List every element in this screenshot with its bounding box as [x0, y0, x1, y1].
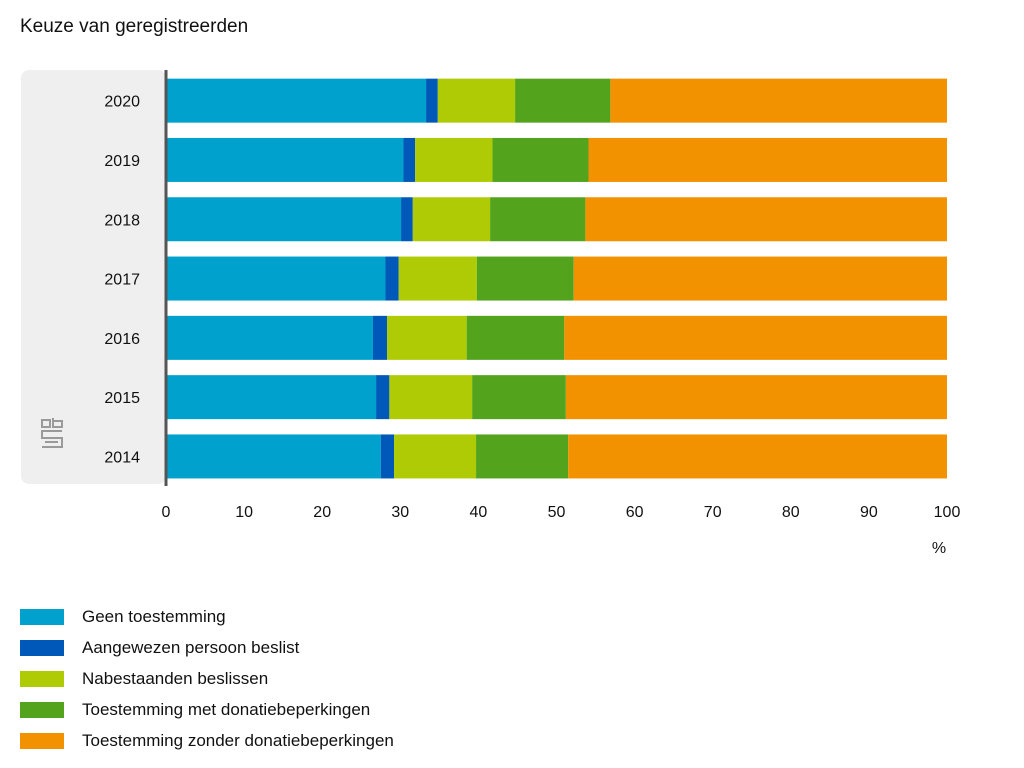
legend-label: Toestemming zonder donatiebeperkingen [82, 730, 394, 750]
bar-2020-series-3 [437, 78, 516, 123]
legend-label: Toestemming met donatiebeperkingen [82, 699, 371, 719]
bar-2014-series-2 [380, 434, 395, 479]
bar-2018-series-2 [401, 197, 413, 242]
bar-2020-series-4 [515, 78, 611, 123]
x-tick-label-60: 60 [626, 504, 644, 521]
bar-2017-series-5 [573, 256, 947, 301]
category-label-2019: 2019 [104, 153, 140, 170]
bar-2017-series-4 [476, 256, 574, 301]
x-unit-label: % [932, 540, 946, 557]
bar-2019-series-5 [588, 137, 947, 182]
legend-swatch [20, 608, 64, 625]
bar-2020-series-5 [610, 78, 947, 123]
bar-2017-series-1 [166, 256, 386, 301]
x-tick-label-20: 20 [313, 504, 331, 521]
legend-item-2: Aangewezen persoon beslist [20, 632, 394, 663]
x-tick-label-80: 80 [782, 504, 800, 521]
bar-2015-series-4 [472, 375, 566, 420]
bar-2018-series-3 [412, 197, 491, 242]
bar-2014-series-1 [166, 434, 381, 479]
bar-2015-series-2 [376, 375, 390, 420]
bar-2019-series-4 [492, 137, 589, 182]
legend-item-5: Toestemming zonder donatiebeperkingen [20, 725, 394, 756]
category-label-2015: 2015 [104, 390, 140, 407]
legend-item-3: Nabestaanden beslissen [20, 663, 394, 694]
bar-2018-series-4 [490, 197, 586, 242]
bar-2016-series-4 [466, 315, 565, 360]
bar-2015-series-1 [166, 375, 377, 420]
legend-label: Nabestaanden beslissen [82, 668, 269, 688]
legend-swatch [20, 670, 64, 687]
bar-2014-series-5 [568, 434, 947, 479]
bar-2018-series-1 [166, 197, 402, 242]
bar-2020-series-2 [426, 78, 438, 123]
bar-2019-series-2 [403, 137, 416, 182]
legend-swatch [20, 639, 64, 656]
legend-item-1: Geen toestemming [20, 601, 394, 632]
bar-2019-series-3 [415, 137, 493, 182]
category-label-2020: 2020 [104, 94, 140, 111]
x-tick-label-90: 90 [860, 504, 878, 521]
legend-label: Aangewezen persoon beslist [82, 637, 300, 657]
bar-2017-series-3 [398, 256, 477, 301]
x-tick-label-10: 10 [235, 504, 253, 521]
bar-2016-series-5 [564, 315, 947, 360]
bar-2014-series-3 [394, 434, 477, 479]
chart-title: Keuze van geregistreerden [20, 16, 249, 37]
bar-2015-series-3 [389, 375, 473, 420]
category-label-2017: 2017 [104, 272, 140, 289]
bar-2016-series-2 [372, 315, 388, 360]
x-tick-label-0: 0 [162, 504, 171, 521]
category-label-2014: 2014 [104, 449, 140, 466]
x-tick-labels: 0 10 20 30 40 50 60 70 80 90 100 [162, 504, 961, 521]
category-panel [21, 70, 166, 484]
legend-swatch [20, 732, 64, 749]
bar-2014-series-4 [476, 434, 569, 479]
bar-2018-series-5 [585, 197, 947, 242]
bar-2020-series-1 [166, 78, 427, 123]
bars-layer [166, 78, 947, 479]
category-label-2018: 2018 [104, 212, 140, 229]
bar-2019-series-1 [166, 137, 404, 182]
bar-2015-series-5 [565, 375, 947, 420]
x-tick-label-30: 30 [391, 504, 409, 521]
category-labels: 2020 2019 2018 2017 2016 2015 2014 [104, 94, 140, 467]
bar-2016-series-1 [166, 315, 373, 360]
legend: Geen toestemming Aangewezen persoon besli… [20, 601, 394, 756]
x-tick-label-100: 100 [934, 504, 961, 521]
bar-2016-series-3 [387, 315, 467, 360]
x-tick-label-50: 50 [548, 504, 566, 521]
legend-item-4: Toestemming met donatiebeperkingen [20, 694, 394, 725]
x-tick-label-40: 40 [470, 504, 488, 521]
cbs-logo [41, 418, 63, 448]
category-label-2016: 2016 [104, 331, 140, 348]
legend-label: Geen toestemming [82, 606, 226, 626]
x-tick-label-70: 70 [704, 504, 722, 521]
legend-swatch [20, 701, 64, 718]
bar-2017-series-2 [385, 256, 399, 301]
